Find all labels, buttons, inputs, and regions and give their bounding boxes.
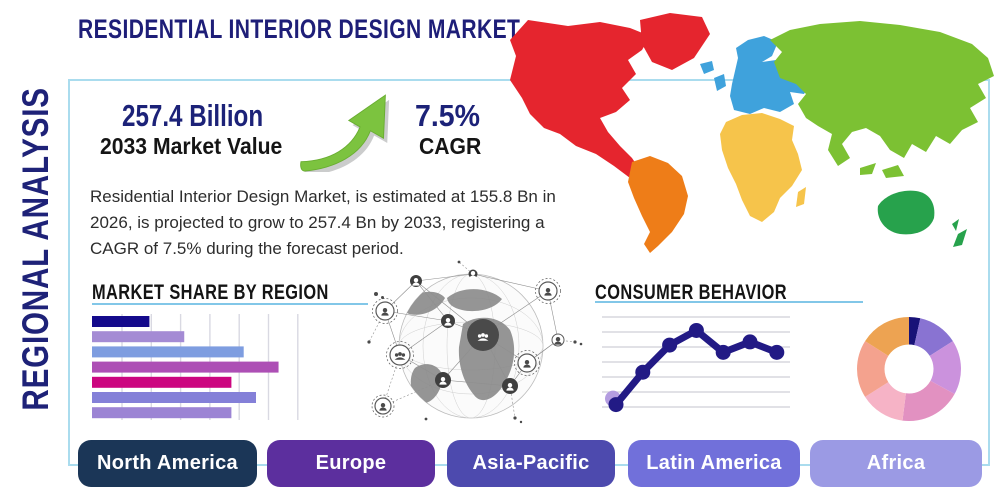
donut-slice-1 — [914, 318, 953, 356]
consumer-behavior-underline — [595, 301, 863, 303]
donut-slice-6 — [865, 317, 909, 356]
bar-region-4 — [92, 376, 232, 388]
bar-region-2 — [92, 346, 244, 358]
region-button-africa[interactable]: Africa — [810, 440, 982, 487]
continent-africa — [720, 113, 802, 222]
section-header-consumer-behavior: CONSUMER BEHAVIOR — [595, 281, 787, 304]
continent-europe — [730, 36, 812, 114]
donut-slice-3 — [902, 380, 955, 421]
region-button-latin-america[interactable]: Latin America — [628, 440, 800, 487]
consumer-behavior-line-chart — [602, 316, 790, 413]
island-iceland — [700, 61, 714, 74]
bar-region-6 — [92, 407, 232, 419]
bar-region-5 — [92, 392, 256, 403]
globe-network-icon — [367, 260, 583, 424]
market-description: Residential Interior Design Market, is e… — [90, 187, 556, 258]
decorative-dot — [381, 296, 384, 299]
cagr-label: CAGR — [419, 133, 482, 159]
bar-region-0 — [92, 316, 150, 327]
island-new-zealand — [952, 219, 967, 247]
donut-slice-2 — [929, 341, 961, 395]
market-value-label: 2033 Market Value — [100, 133, 283, 159]
page-title: RESIDENTIAL INTERIOR DESIGN MARKET — [78, 14, 521, 44]
decorative-dot — [374, 292, 378, 296]
donut-slice-5 — [857, 341, 889, 397]
bar-region-3 — [92, 361, 279, 373]
donut-slice-0 — [909, 317, 921, 346]
world-map-icon — [510, 13, 994, 253]
market-share-bar-chart — [92, 314, 299, 420]
continent-north-america — [510, 20, 650, 178]
bar-region-1 — [92, 331, 185, 343]
island-madagascar — [796, 187, 806, 207]
islands-indonesia — [860, 163, 904, 178]
island-uk — [714, 74, 726, 91]
continent-australia — [877, 190, 935, 235]
regional-distribution-donut-chart — [857, 317, 961, 421]
region-button-europe[interactable]: Europe — [267, 440, 435, 487]
region-button-north-america[interactable]: North America — [78, 440, 257, 487]
donut-slice-4 — [865, 382, 906, 421]
island-greenland — [640, 13, 710, 70]
section-header-market-share: MARKET SHARE BY REGION — [92, 281, 329, 304]
market-share-underline — [92, 303, 368, 305]
cagr-stat: 7.5% — [415, 98, 481, 133]
region-button-asia-pacific[interactable]: Asia-Pacific — [447, 440, 615, 487]
continent-south-america — [628, 156, 688, 253]
island-japan — [914, 85, 930, 112]
market-value-stat: 257.4 Billion — [122, 98, 264, 133]
continent-asia — [770, 21, 994, 166]
arrow-up-right-icon — [300, 94, 390, 172]
